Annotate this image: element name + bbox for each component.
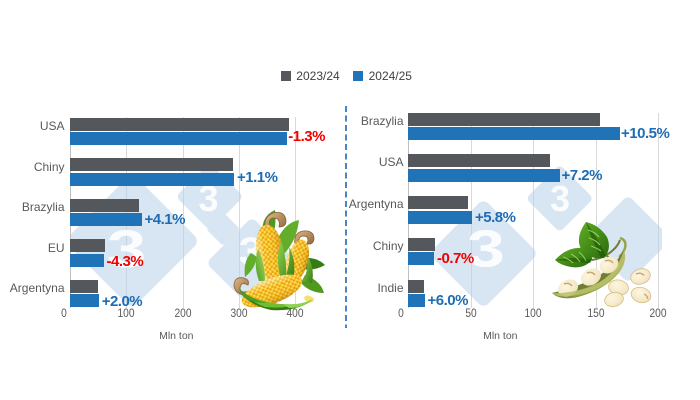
svg-text:3: 3 <box>198 178 218 219</box>
svg-text:3: 3 <box>107 220 147 279</box>
svg-text:3: 3 <box>550 178 570 219</box>
svg-text:3: 3 <box>467 219 505 278</box>
